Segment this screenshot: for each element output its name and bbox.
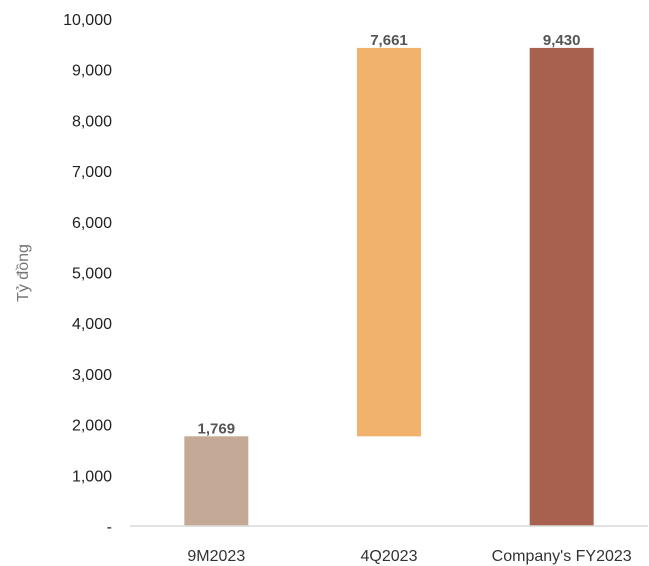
y-tick-label: 9,000	[72, 63, 112, 80]
bar-0	[184, 436, 249, 526]
data-label-1: 7,661	[370, 32, 408, 49]
y-tick-label: -	[107, 519, 112, 536]
bar-2	[529, 47, 594, 527]
data-label-0: 1,769	[198, 420, 236, 437]
y-tick-label: 5,000	[72, 266, 112, 283]
y-tick-label: 4,000	[72, 316, 112, 333]
x-axis-categories: 9M2023 4Q2023 Company's FY2023	[187, 548, 631, 565]
data-labels: 1,769 7,661 9,430	[198, 32, 581, 437]
y-tick-label: 7,000	[72, 164, 112, 181]
data-label-2: 9,430	[543, 32, 581, 49]
x-category-label-2: Company's FY2023	[492, 548, 632, 565]
y-axis-ticks: - 1,000 2,000 3,000 4,000 5,000 6,000 7,000 8,00…	[63, 12, 112, 536]
y-tick-label: 6,000	[72, 215, 112, 232]
y-tick-label: 1,000	[72, 468, 112, 485]
y-tick-label: 3,000	[72, 367, 112, 384]
x-category-label-0: 9M2023	[187, 548, 245, 565]
y-tick-label: 8,000	[72, 113, 112, 130]
bars-group	[184, 47, 594, 527]
x-category-label-1: 4Q2023	[361, 548, 418, 565]
y-tick-label: 2,000	[72, 418, 112, 435]
y-tick-label: 10,000	[63, 12, 112, 29]
y-axis-label: Tỷ đồng	[15, 244, 32, 302]
bar-1	[357, 47, 421, 437]
